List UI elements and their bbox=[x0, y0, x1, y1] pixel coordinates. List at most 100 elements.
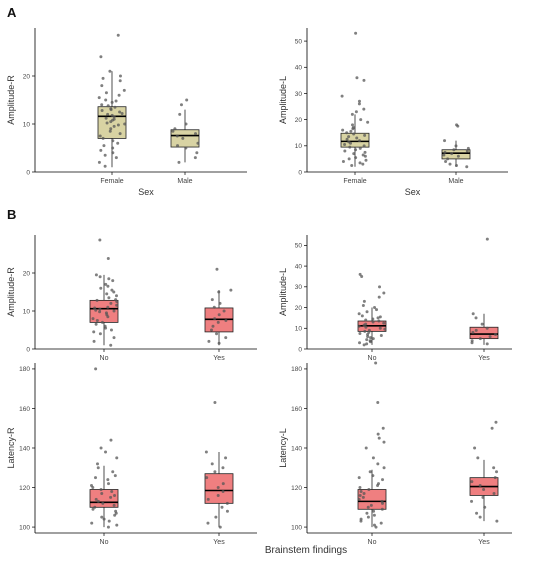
chart5-y-tick-label-3: 160 bbox=[19, 406, 30, 413]
chart2-y-axis-title: Amplitude-L bbox=[278, 76, 288, 124]
chart4-y-axis-title: Amplitude-L bbox=[278, 268, 288, 316]
chart6-y-axis-title: Latency-L bbox=[278, 428, 288, 468]
chart3-box-0 bbox=[89, 299, 119, 323]
chart1-point-0-11 bbox=[104, 98, 108, 102]
chart3-y-tick-label-0: 0 bbox=[26, 346, 30, 353]
chart6-point-0-28 bbox=[372, 509, 376, 513]
chart3-point-0-4 bbox=[107, 277, 111, 281]
chart1-point-0-20 bbox=[118, 110, 122, 114]
chart6-point-0-0 bbox=[374, 361, 378, 365]
chart2-point-0-13 bbox=[351, 127, 355, 131]
chart2-x-axis-title: Sex bbox=[405, 187, 421, 197]
chart2-point-0-37 bbox=[364, 158, 368, 162]
chart2-point-0-29 bbox=[354, 148, 358, 152]
chart3-point-1-7 bbox=[217, 313, 221, 317]
chart3-point-0-18 bbox=[115, 303, 119, 307]
chart4-point-0-16 bbox=[377, 319, 381, 323]
chart6-point-0-25 bbox=[369, 503, 373, 507]
chart4-y-tick-label-0: 0 bbox=[298, 346, 302, 353]
chart1-point-0-13 bbox=[110, 100, 114, 104]
chart5-point-0-10 bbox=[106, 478, 110, 482]
chart5-point-0-31 bbox=[90, 521, 94, 525]
chart6-point-1-0 bbox=[494, 420, 498, 424]
chart3-point-0-12 bbox=[114, 294, 118, 298]
chart6-point-0-7 bbox=[371, 456, 375, 460]
chart5-point-0-7 bbox=[111, 470, 115, 474]
chart6-point-1-10 bbox=[492, 491, 496, 495]
chart3-point-0-35 bbox=[92, 330, 96, 334]
chart5-point-1-8 bbox=[216, 486, 220, 490]
chart3-point-0-6 bbox=[104, 282, 108, 286]
chart5-point-0-27 bbox=[113, 513, 117, 517]
chart5-point-0-6 bbox=[96, 466, 100, 470]
chart2-point-1-12 bbox=[444, 160, 448, 164]
chart6-point-0-12 bbox=[357, 476, 361, 480]
chart5-point-1-14 bbox=[225, 509, 229, 513]
chart3-point-0-20 bbox=[93, 306, 97, 310]
chart6-category-label-1: Yes bbox=[478, 539, 490, 546]
chart3-point-1-6 bbox=[222, 309, 226, 313]
chart6-point-0-16 bbox=[358, 486, 362, 490]
chart1-point-0-4 bbox=[101, 76, 105, 80]
chart4-point-0-36 bbox=[368, 340, 372, 344]
chart5-point-0-30 bbox=[107, 519, 111, 523]
chart2-point-0-41 bbox=[350, 163, 354, 167]
chart1-point-0-40 bbox=[102, 144, 106, 148]
chart3-point-0-7 bbox=[106, 284, 110, 288]
chart4-point-1-3 bbox=[480, 322, 484, 326]
chart4-point-0-7 bbox=[373, 306, 377, 310]
chart6-point-1-9 bbox=[482, 488, 486, 492]
chart2-y-tick-label-1: 10 bbox=[295, 143, 303, 150]
chart1-point-1-12 bbox=[195, 151, 199, 155]
chart2-point-0-11 bbox=[351, 123, 355, 127]
chart4-point-1-0 bbox=[485, 237, 489, 241]
chart4-point-0-2 bbox=[378, 285, 382, 289]
chart2-point-0-40 bbox=[361, 162, 365, 166]
chart4-point-0-20 bbox=[362, 323, 366, 327]
chart2-category-label-1: Male bbox=[448, 178, 463, 185]
chart2-point-1-2 bbox=[443, 139, 447, 143]
chart3-y-tick-label-2: 20 bbox=[23, 270, 31, 277]
chart1-y-tick-label-1: 10 bbox=[23, 121, 31, 128]
chart2-point-1-15 bbox=[465, 165, 469, 169]
chart2-point-0-9 bbox=[359, 118, 363, 122]
chart4-point-0-33 bbox=[371, 337, 375, 341]
chart2-point-0-39 bbox=[358, 161, 362, 165]
chart5-y-tick-label-1: 120 bbox=[19, 485, 30, 492]
chart2-category-label-0: Female bbox=[343, 178, 366, 185]
chart4-point-0-8 bbox=[375, 308, 379, 312]
chart3-point-0-13 bbox=[107, 296, 111, 300]
chart6-point-0-9 bbox=[382, 466, 386, 470]
chart3-point-0-2 bbox=[94, 273, 98, 277]
chart3-point-1-10 bbox=[216, 320, 220, 324]
chart5-point-1-1 bbox=[204, 450, 208, 454]
chart4-point-0-4 bbox=[377, 295, 381, 299]
chart3-category-label-0: No bbox=[100, 355, 109, 362]
chart6-y-tick-label-4: 180 bbox=[291, 366, 302, 373]
chart5-point-1-9 bbox=[221, 489, 225, 493]
chart3-point-0-39 bbox=[109, 343, 113, 347]
chart1-point-0-9 bbox=[117, 93, 121, 97]
chart6-point-0-20 bbox=[358, 493, 362, 497]
chart6-point-0-26 bbox=[366, 505, 370, 509]
chart2-point-1-3 bbox=[454, 144, 458, 148]
chart1-point-0-7 bbox=[122, 88, 126, 92]
chart1-point-1-6 bbox=[194, 132, 198, 136]
chart2-point-0-25 bbox=[343, 143, 347, 147]
chart1-point-0-15 bbox=[106, 104, 110, 108]
chart2-point-0-4 bbox=[357, 99, 361, 103]
chart2-point-0-30 bbox=[343, 149, 347, 153]
chart1-point-1-1 bbox=[179, 103, 183, 107]
chart4-point-0-21 bbox=[357, 324, 361, 328]
chart6-point-0-4 bbox=[377, 436, 381, 440]
chart1-point-1-10 bbox=[176, 144, 180, 148]
chart4-point-0-28 bbox=[358, 331, 362, 335]
chart1-point-0-12 bbox=[114, 99, 118, 103]
chart6-point-1-16 bbox=[495, 519, 499, 523]
chart4-point-0-0 bbox=[358, 272, 362, 276]
chart1-point-0-28 bbox=[109, 120, 113, 124]
chart2-point-0-19 bbox=[347, 135, 351, 139]
chart5-point-1-12 bbox=[225, 501, 229, 505]
chart5-point-1-4 bbox=[221, 466, 225, 470]
chart5-y-axis-title: Latency-R bbox=[6, 427, 16, 469]
